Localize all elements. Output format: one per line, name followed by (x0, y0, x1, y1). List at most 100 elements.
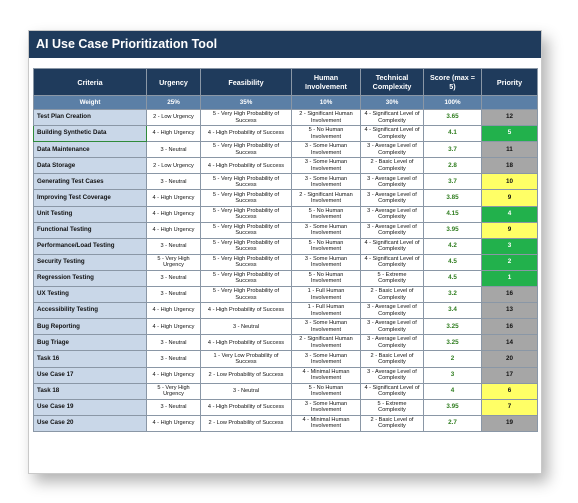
cell-technical-complexity[interactable]: 4 - Significant Level of Complexity (360, 237, 424, 255)
cell-priority[interactable]: 6 (481, 382, 538, 400)
cell-priority[interactable]: 14 (481, 334, 538, 352)
cell-criteria[interactable]: UX Testing (33, 286, 147, 304)
weight-label[interactable]: Weight (33, 95, 147, 110)
cell-human-involvement[interactable]: 5 - No Human Involvement (291, 125, 361, 143)
cell-urgency[interactable]: 4 - High Urgency (146, 205, 201, 223)
header-priority[interactable]: Priority (481, 68, 538, 96)
cell-criteria[interactable]: Accessibility Testing (33, 302, 147, 320)
cell-feasibility[interactable]: 5 - Very High Probability of Success (200, 173, 292, 191)
cell-urgency[interactable]: 4 - High Urgency (146, 302, 201, 320)
cell-criteria[interactable]: Use Case 19 (33, 398, 147, 416)
cell-urgency[interactable]: 4 - High Urgency (146, 414, 201, 432)
cell-technical-complexity[interactable]: 4 - Significant Level of Complexity (360, 382, 424, 400)
cell-feasibility[interactable]: 5 - Very High Probability of Success (200, 221, 292, 239)
cell-human-involvement[interactable]: 5 - No Human Involvement (291, 269, 361, 288)
cell-score[interactable]: 3.4 (423, 302, 482, 320)
cell-technical-complexity[interactable]: 3 - Average Level of Complexity (360, 318, 424, 336)
cell-priority[interactable]: 5 (481, 125, 538, 143)
cell-score[interactable]: 4.15 (423, 205, 482, 223)
cell-technical-complexity[interactable]: 3 - Average Level of Complexity (360, 221, 424, 239)
cell-urgency[interactable]: 3 - Neutral (146, 334, 201, 352)
cell-score[interactable]: 3.7 (423, 141, 482, 159)
cell-feasibility[interactable]: 4 - High Probability of Success (200, 398, 292, 416)
cell-urgency[interactable]: 5 - Very High Urgency (146, 382, 201, 400)
cell-priority[interactable]: 18 (481, 157, 538, 175)
cell-feasibility[interactable]: 5 - Very High Probability of Success (200, 108, 292, 127)
cell-score[interactable]: 3.7 (423, 173, 482, 191)
cell-urgency[interactable]: 4 - High Urgency (146, 221, 201, 239)
cell-priority[interactable]: 7 (481, 398, 538, 416)
cell-technical-complexity[interactable]: 2 - Basic Level of Complexity (360, 350, 424, 368)
cell-criteria[interactable]: Test Plan Creation (33, 108, 147, 127)
cell-score[interactable]: 2.7 (423, 414, 482, 432)
cell-priority[interactable]: 11 (481, 141, 538, 159)
cell-feasibility[interactable]: 2 - Low Probability of Success (200, 366, 292, 384)
cell-feasibility[interactable]: 5 - Very High Probability of Success (200, 286, 292, 304)
cell-technical-complexity[interactable]: 5 - Extreme Complexity (360, 269, 424, 288)
cell-technical-complexity[interactable]: 4 - Significant Level of Complexity (360, 108, 424, 127)
cell-feasibility[interactable]: 5 - Very High Probability of Success (200, 189, 292, 207)
cell-feasibility[interactable]: 4 - High Probability of Success (200, 157, 292, 175)
cell-human-involvement[interactable]: 1 - Full Human Involvement (291, 302, 361, 320)
cell-criteria[interactable]: Use Case 17 (33, 366, 147, 384)
cell-urgency[interactable]: 2 - Low Urgency (146, 157, 201, 175)
cell-criteria[interactable]: Data Storage (33, 157, 147, 175)
cell-urgency[interactable]: 3 - Neutral (146, 398, 201, 416)
cell-score[interactable]: 3.2 (423, 286, 482, 304)
cell-score[interactable]: 4.5 (423, 269, 482, 288)
cell-human-involvement[interactable]: 3 - Some Human Involvement (291, 398, 361, 416)
cell-urgency[interactable]: 3 - Neutral (146, 173, 201, 191)
cell-human-involvement[interactable]: 3 - Some Human Involvement (291, 350, 361, 368)
cell-priority[interactable]: 2 (481, 253, 538, 271)
weight-feasibility[interactable]: 35% (200, 95, 292, 110)
cell-priority[interactable]: 4 (481, 205, 538, 223)
header-human-involvement[interactable]: Human Involvement (291, 68, 361, 96)
cell-score[interactable]: 4.2 (423, 237, 482, 255)
header-technical-complexity[interactable]: Technical Complexity (360, 68, 424, 96)
cell-score[interactable]: 4 (423, 382, 482, 400)
cell-feasibility[interactable]: 5 - Very High Probability of Success (200, 141, 292, 159)
cell-criteria[interactable]: Task 16 (33, 350, 147, 368)
cell-human-involvement[interactable]: 2 - Significant Human Involvement (291, 108, 361, 127)
cell-priority[interactable]: 16 (481, 286, 538, 304)
cell-feasibility[interactable]: 3 - Neutral (200, 318, 292, 336)
cell-score[interactable]: 4.1 (423, 125, 482, 143)
cell-priority[interactable]: 9 (481, 221, 538, 239)
cell-technical-complexity[interactable]: 3 - Average Level of Complexity (360, 302, 424, 320)
cell-score[interactable]: 3.25 (423, 318, 482, 336)
weight-urgency[interactable]: 25% (146, 95, 201, 110)
cell-criteria[interactable]: Bug Triage (33, 334, 147, 352)
cell-score[interactable]: 3.65 (423, 108, 482, 127)
header-score[interactable]: Score (max = 5) (423, 68, 482, 96)
cell-feasibility[interactable]: 4 - High Probability of Success (200, 125, 292, 143)
cell-score[interactable]: 2 (423, 350, 482, 368)
cell-priority[interactable]: 10 (481, 173, 538, 191)
cell-technical-complexity[interactable]: 3 - Average Level of Complexity (360, 141, 424, 159)
cell-technical-complexity[interactable]: 5 - Extreme Complexity (360, 398, 424, 416)
cell-urgency[interactable]: 4 - High Urgency (146, 318, 201, 336)
cell-human-involvement[interactable]: 5 - No Human Involvement (291, 382, 361, 400)
cell-criteria[interactable]: Building Synthetic Data (33, 125, 147, 143)
cell-urgency[interactable]: 2 - Low Urgency (146, 108, 201, 127)
cell-technical-complexity[interactable]: 3 - Average Level of Complexity (360, 334, 424, 352)
cell-urgency[interactable]: 4 - High Urgency (146, 366, 201, 384)
weight-human[interactable]: 10% (291, 95, 361, 110)
cell-score[interactable]: 3.85 (423, 189, 482, 207)
cell-priority[interactable]: 19 (481, 414, 538, 432)
cell-feasibility[interactable]: 5 - Very High Probability of Success (200, 269, 292, 288)
weight-technical[interactable]: 30% (360, 95, 424, 110)
cell-score[interactable]: 4.5 (423, 253, 482, 271)
header-urgency[interactable]: Urgency (146, 68, 201, 96)
cell-criteria[interactable]: Use Case 20 (33, 414, 147, 432)
cell-human-involvement[interactable]: 3 - Some Human Involvement (291, 141, 361, 159)
cell-criteria[interactable]: Data Maintenance (33, 141, 147, 159)
cell-human-involvement[interactable]: 3 - Some Human Involvement (291, 221, 361, 239)
cell-technical-complexity[interactable]: 3 - Average Level of Complexity (360, 189, 424, 207)
cell-urgency[interactable]: 3 - Neutral (146, 237, 201, 255)
cell-priority[interactable]: 20 (481, 350, 538, 368)
cell-feasibility[interactable]: 4 - High Probability of Success (200, 302, 292, 320)
cell-feasibility[interactable]: 5 - Very High Probability of Success (200, 237, 292, 255)
cell-criteria[interactable]: Unit Testing (33, 205, 147, 223)
cell-criteria[interactable]: Security Testing (33, 253, 147, 271)
cell-criteria[interactable]: Task 18 (33, 382, 147, 400)
